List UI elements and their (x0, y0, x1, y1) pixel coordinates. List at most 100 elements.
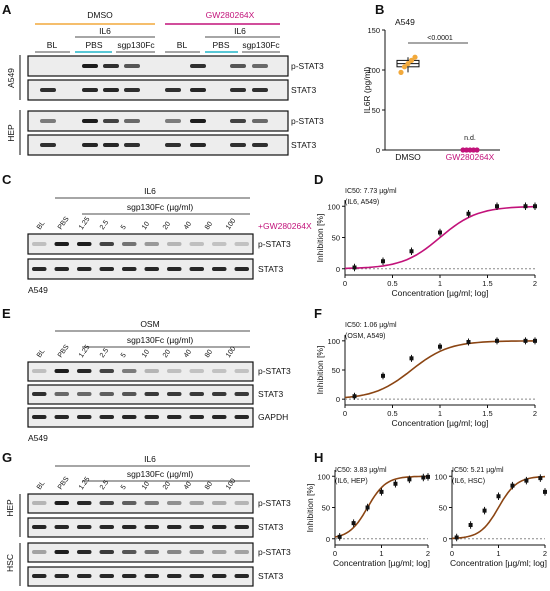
blot-band (77, 242, 92, 246)
blot-band (40, 119, 56, 123)
condition-label: (IL6, A549) (345, 199, 379, 206)
x-tick-label: 2 (543, 549, 547, 558)
chart-f: 0 50 100 0 0.5 1 1.5 2 Concentration [µg/ml; log… (315, 335, 537, 428)
blot-band (82, 119, 98, 123)
data-point (381, 259, 385, 264)
data-point (468, 523, 473, 527)
fit-curve (334, 475, 429, 538)
il6-label-c: IL6 (144, 186, 156, 196)
blot-band (167, 369, 182, 373)
blot-band (122, 550, 137, 554)
blot-band (99, 415, 114, 419)
blot-band (82, 88, 98, 92)
blot-band (122, 267, 137, 271)
blot-band (32, 369, 47, 373)
blot-band (190, 119, 206, 123)
row-label: STAT3 (258, 264, 283, 274)
nd-label: n.d. (464, 135, 476, 142)
x-axis-label: Concentration [µg/ml; log] (391, 288, 488, 298)
lane-label: BL (36, 480, 47, 491)
x-tick-label: 0 (450, 549, 454, 558)
y-tick-label: 0 (336, 395, 340, 404)
y-tick-label: 0 (376, 146, 380, 155)
blot-band (234, 415, 249, 419)
fit-curve (344, 340, 535, 399)
lane-bl: BL (47, 40, 58, 50)
blot-band (234, 242, 249, 246)
blot-bands (32, 242, 249, 271)
data-point (409, 249, 414, 254)
blot-band (189, 415, 204, 419)
blot-band (54, 242, 69, 246)
condition-label: (IL6, HEP) (335, 478, 368, 485)
data-point (337, 534, 342, 539)
blot-band (40, 143, 56, 147)
chart-b-xcat: GW280264X (446, 152, 495, 162)
blot-band (212, 242, 227, 246)
lane-label: 100 (225, 477, 237, 491)
pvalue: <0.0001 (427, 35, 453, 42)
panel-letter-h: H (314, 450, 323, 465)
data-point (426, 474, 430, 479)
blot-band (252, 64, 268, 68)
blot-band (54, 574, 69, 578)
row-label: p-STAT3 (258, 498, 291, 508)
blot-band (144, 525, 159, 529)
blot-band (77, 415, 92, 419)
data-point (405, 61, 411, 67)
blot-band (167, 415, 182, 419)
row-label: p-STAT3 (258, 239, 291, 249)
x-tick-label: 0 (343, 279, 347, 288)
lane-bl: BL (177, 40, 188, 50)
row-label: GAPDH (258, 412, 288, 422)
blot-band (230, 143, 246, 147)
cell-label-a549: A549 (28, 433, 48, 443)
data-point (495, 338, 499, 343)
lane-label: 40 (183, 349, 193, 359)
panel-letter-f: F (314, 306, 322, 321)
x-tick-label: 1 (379, 549, 383, 558)
chart-d: 0 50 100 0 0.5 1 1.5 2 Concentration [µg/ml; log… (315, 200, 537, 298)
lane-label: 10 (141, 221, 151, 231)
y-tick-label: 50 (439, 504, 447, 513)
data-point (401, 64, 408, 70)
x-tick-label: 0 (343, 409, 347, 418)
lane-label: PBS (57, 343, 71, 359)
y-tick-label: 100 (317, 472, 330, 481)
blot-band (234, 525, 249, 529)
lane-label: 1.25 (78, 476, 92, 491)
ic50-label: IC50: 1.06 µg/ml (345, 322, 397, 329)
lane-label: 80 (204, 481, 214, 491)
lane-label: BL (36, 220, 47, 231)
blot-band (54, 392, 69, 396)
blot-band (144, 574, 159, 578)
y-tick-label: 50 (372, 106, 380, 115)
blot-band (189, 242, 204, 246)
blot-band (230, 88, 246, 92)
blot-band (122, 525, 137, 529)
x-axis-label: Concentration [µg/ml; log] (391, 418, 488, 428)
lane-label: 80 (204, 221, 214, 231)
blot-band (124, 88, 140, 92)
blot-band (252, 119, 268, 123)
lane-label: 2.5 (99, 347, 110, 359)
panel-letter-b: B (375, 2, 384, 17)
blot-band (234, 574, 249, 578)
blot-strip (27, 361, 254, 382)
blot-band (124, 64, 140, 68)
il6-label-g: IL6 (144, 454, 156, 464)
blot-band (144, 550, 159, 554)
blot-band (99, 369, 114, 373)
blot-bands (32, 501, 249, 578)
blot-band (234, 267, 249, 271)
data-point (543, 489, 547, 494)
blot-band (103, 143, 119, 147)
blot-strip (27, 233, 254, 255)
row-label: STAT3 (258, 522, 283, 532)
lane-label: 5 (120, 484, 128, 491)
y-tick-label: 100 (327, 337, 340, 346)
blot-band (77, 267, 92, 271)
blot-band (122, 415, 137, 419)
data-point (421, 475, 426, 480)
